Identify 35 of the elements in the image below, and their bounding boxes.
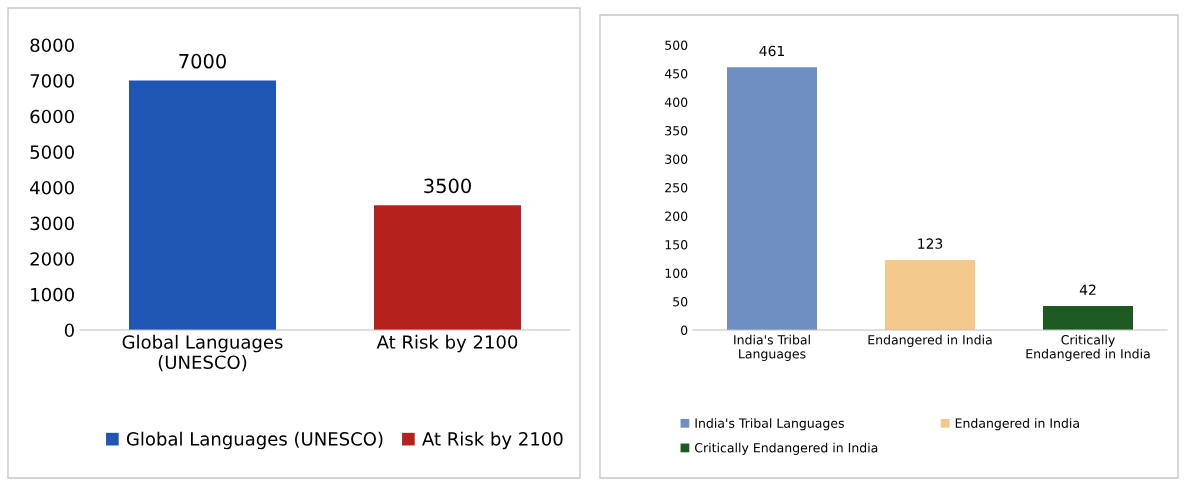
y-tick-label: 450 bbox=[664, 68, 688, 79]
x-tick-label: India's Tribal Languages bbox=[734, 334, 810, 361]
legend-label: Global Languages (UNESCO) bbox=[126, 431, 383, 450]
x-tick-label: Global Languages (UNESCO) bbox=[122, 334, 283, 372]
data-label: 42 bbox=[1079, 284, 1096, 295]
y-tick-label: 6000 bbox=[30, 109, 74, 124]
y-tick-label: 5000 bbox=[30, 145, 74, 159]
y-tick-label: 8000 bbox=[30, 38, 74, 53]
y-tick-label: 350 bbox=[665, 125, 688, 136]
y-tick-label: 3000 bbox=[30, 216, 74, 231]
data-label: 461 bbox=[759, 45, 784, 57]
data-label: 7000 bbox=[179, 53, 226, 69]
y-tick-label: 250 bbox=[665, 182, 688, 193]
y-tick-label: 0 bbox=[681, 325, 688, 335]
legend-label: At Risk by 2100 bbox=[422, 431, 563, 450]
y-tick-label: 150 bbox=[665, 239, 688, 250]
y-tick-label: 1000 bbox=[31, 287, 74, 302]
legend-label: India's Tribal Languages bbox=[695, 418, 844, 431]
data-label: 3500 bbox=[424, 178, 471, 194]
y-tick-label: 500 bbox=[665, 40, 688, 50]
y-tick-label: 400 bbox=[664, 97, 688, 107]
data-label: 123 bbox=[918, 238, 943, 249]
legend-label: Critically Endangered in India bbox=[695, 442, 878, 455]
y-tick-label: 100 bbox=[665, 268, 688, 278]
y-tick-label: 200 bbox=[665, 211, 688, 221]
y-tick-label: 300 bbox=[665, 154, 688, 164]
y-tick-label: 7000 bbox=[30, 74, 74, 88]
x-tick-label: At Risk by 2100 bbox=[376, 334, 518, 353]
y-tick-label: 2000 bbox=[30, 252, 74, 266]
x-tick-label: Endangered in India bbox=[868, 334, 992, 347]
y-tick-label: 4000 bbox=[30, 180, 74, 195]
y-tick-label: 50 bbox=[673, 296, 688, 307]
legend-label: Endangered in India bbox=[955, 418, 1079, 431]
y-tick-label: 0 bbox=[64, 323, 74, 338]
x-tick-label: Critically Endangered in India bbox=[1026, 334, 1150, 361]
